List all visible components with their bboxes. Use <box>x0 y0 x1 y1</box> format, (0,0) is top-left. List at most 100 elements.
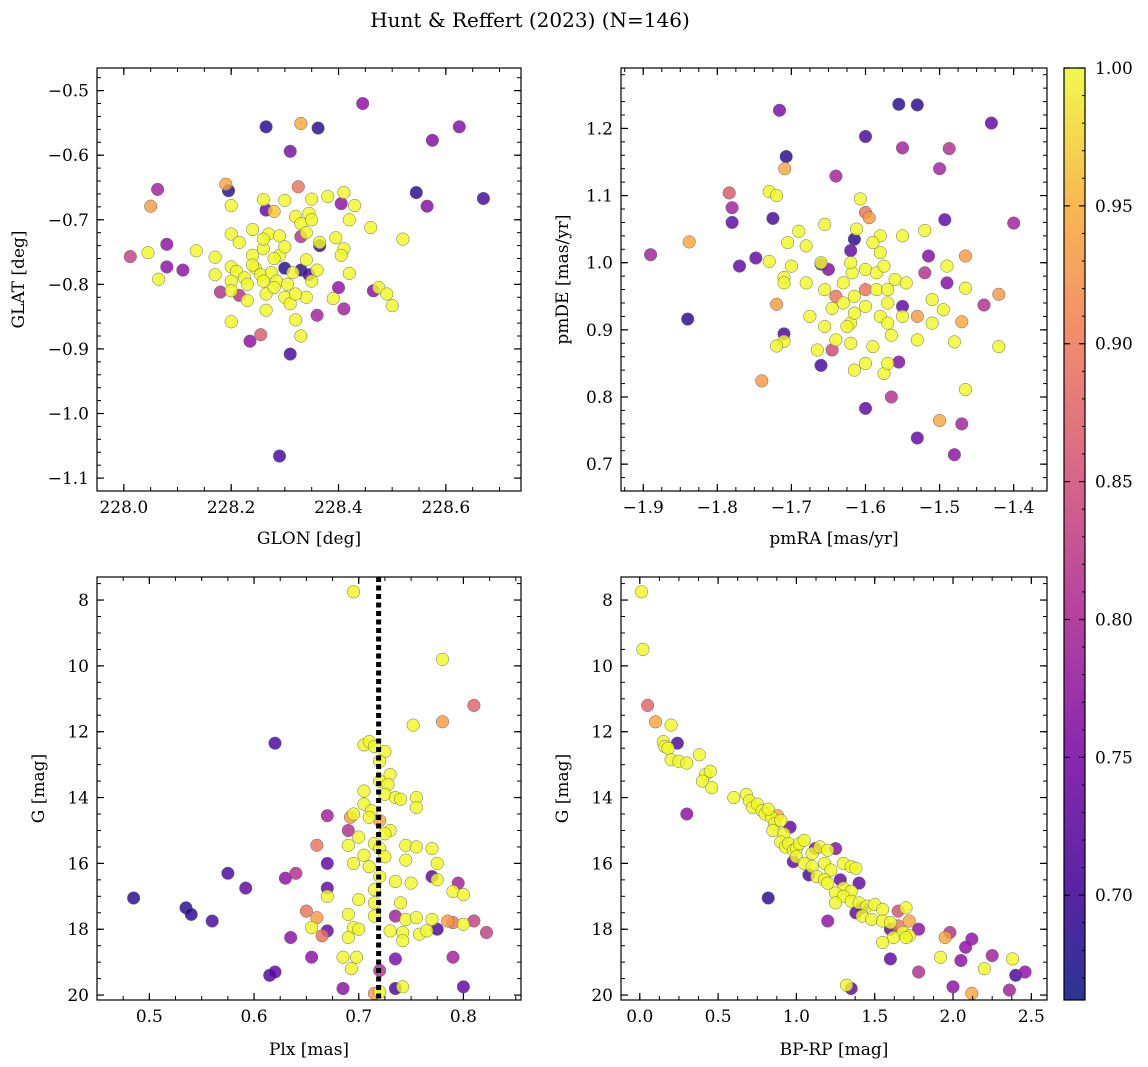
data-point <box>425 842 439 856</box>
data-point <box>664 718 678 732</box>
data-point <box>778 162 792 176</box>
data-point <box>435 715 450 729</box>
data-point <box>315 929 329 943</box>
data-point <box>895 141 910 155</box>
data-point <box>311 121 325 135</box>
data-point <box>441 914 455 928</box>
x-tick-label: 0.5 <box>705 1007 732 1027</box>
data-point <box>208 250 222 264</box>
data-point <box>396 934 410 948</box>
y-tick-label: −0.5 <box>48 82 89 102</box>
data-point <box>933 413 947 428</box>
data-point <box>818 283 832 297</box>
data-point <box>246 258 260 272</box>
data-point <box>892 97 906 111</box>
x-axis-label: BP-RP [mag] <box>780 1040 889 1060</box>
x-tick-label: 228.6 <box>422 498 471 518</box>
data-point <box>337 186 351 200</box>
plot-frame <box>620 576 1048 1001</box>
data-point <box>858 401 873 415</box>
data-point <box>824 863 838 877</box>
data-point <box>240 277 254 291</box>
data-point <box>992 287 1006 301</box>
data-point <box>456 888 470 902</box>
data-point <box>452 120 466 134</box>
figure-title: Hunt & Reffert (2023) (N=146) <box>370 8 690 32</box>
data-point <box>958 249 973 263</box>
y-tick-label: 8 <box>602 591 613 611</box>
data-point <box>910 431 924 445</box>
data-point <box>268 736 282 750</box>
data-point <box>865 912 879 926</box>
proper-motion-panel: −1.9 −1.8 −1.7 −1.6 −1.5 −1.4 0.7 0.8 0.9 1.0 1.1 1… <box>553 67 1048 549</box>
data-point <box>337 302 351 316</box>
data-point <box>388 952 402 966</box>
data-point <box>152 272 166 286</box>
data-point <box>727 791 741 805</box>
data-point <box>876 935 890 949</box>
data-point <box>394 896 408 910</box>
x-tick-label: 0.0 <box>626 1007 653 1027</box>
y-tick-label: 0.8 <box>586 388 613 408</box>
y-tick-label: 0.7 <box>586 455 613 475</box>
data-point <box>320 856 334 870</box>
data-point <box>456 917 470 931</box>
data-point <box>858 262 873 276</box>
data-point <box>774 814 788 828</box>
data-point <box>829 333 843 347</box>
data-point <box>144 199 158 213</box>
data-point <box>870 283 884 297</box>
data-point <box>847 289 861 303</box>
colorbar-gradient <box>1064 68 1085 1000</box>
data-point <box>344 962 358 976</box>
data-point <box>955 315 969 329</box>
data-point <box>641 698 655 712</box>
x-axis-label: Plx [mas] <box>269 1040 349 1060</box>
data-point <box>858 356 873 370</box>
y-tick-label: 1.1 <box>586 187 613 207</box>
data-point <box>836 276 850 290</box>
data-point <box>336 950 350 964</box>
y-tick-label: 18 <box>67 920 89 940</box>
data-point <box>836 296 850 310</box>
data-point <box>866 236 880 250</box>
data-point <box>205 914 219 928</box>
data-point <box>246 222 260 237</box>
y-tick-label: 12 <box>67 723 89 743</box>
y-tick-label: −0.9 <box>48 340 89 360</box>
data-point <box>884 328 898 342</box>
x-tick-label: −1.9 <box>623 498 664 518</box>
data-point <box>272 229 287 243</box>
data-point <box>933 950 948 964</box>
y-tick-label: 20 <box>591 986 613 1006</box>
data-point <box>409 800 423 814</box>
data-point <box>636 642 650 656</box>
data-point <box>910 309 924 323</box>
x-tick-label: −1.6 <box>845 498 886 518</box>
data-point <box>814 256 828 270</box>
data-point <box>766 211 780 225</box>
data-point <box>286 266 300 280</box>
data-point <box>844 244 858 258</box>
data-point <box>289 287 303 301</box>
data-point <box>342 266 356 280</box>
data-point <box>899 276 913 290</box>
data-point <box>852 876 866 890</box>
data-point <box>770 339 784 353</box>
colorbar-tick-label: 0.90 <box>1095 335 1133 355</box>
data-point <box>792 224 806 238</box>
data-point <box>224 199 238 213</box>
x-tick-label: 2.5 <box>1018 1007 1045 1027</box>
data-point <box>446 950 460 964</box>
data-point <box>356 96 370 111</box>
data-point <box>305 950 319 964</box>
data-point <box>977 962 991 976</box>
data-point <box>352 922 366 936</box>
data-point <box>320 889 334 903</box>
data-point <box>946 980 960 994</box>
data-point <box>396 232 410 246</box>
x-tick-label: 0.5 <box>136 1007 163 1027</box>
data-point <box>895 229 910 243</box>
data-point <box>348 199 362 213</box>
